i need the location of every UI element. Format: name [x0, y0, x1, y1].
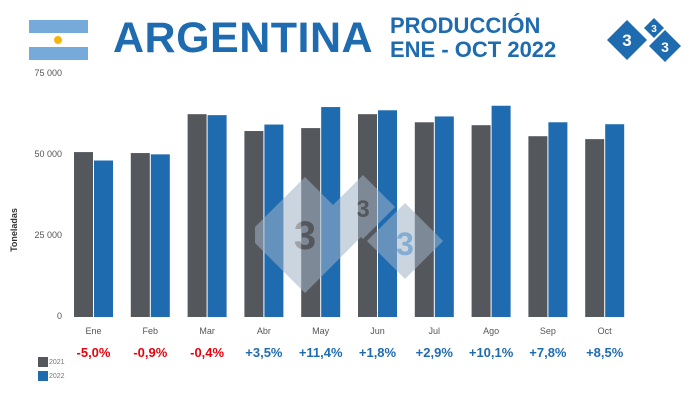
- bar-2022-mar: [207, 115, 227, 317]
- page-title: ARGENTINA: [113, 14, 374, 62]
- 333-logo-icon: 3 3 3: [607, 18, 681, 62]
- x-tick-label: Jun: [370, 326, 385, 336]
- legend-label: 2022: [49, 372, 65, 380]
- legend-item-2022: 2022: [38, 369, 65, 383]
- svg-text:3: 3: [651, 24, 657, 35]
- svg-text:3: 3: [294, 214, 316, 258]
- x-tick-label: Mar: [199, 326, 215, 336]
- watermark-logo-icon: 3 3 3: [255, 175, 443, 293]
- bar-2022-feb: [150, 154, 170, 317]
- bar-2022-sep: [548, 122, 568, 317]
- bar-2021-jul: [414, 122, 434, 317]
- change-percent: -0,9%: [133, 345, 168, 360]
- argentina-flag-icon: [29, 20, 88, 60]
- y-tick-label: 50 000: [34, 149, 62, 159]
- subtitle-line-2: ENE - OCT 2022: [390, 37, 557, 62]
- svg-text:3: 3: [622, 31, 631, 50]
- change-percent: +8,5%: [586, 345, 624, 360]
- change-percent: +2,9%: [415, 345, 453, 360]
- legend: 2021 2022: [38, 355, 65, 383]
- legend-item-2021: 2021: [38, 355, 65, 369]
- x-tick-label: May: [312, 326, 330, 336]
- x-tick-label: Ago: [483, 326, 500, 336]
- bar-2021-ene: [74, 152, 93, 317]
- subtitle-line-1: PRODUCCIÓN: [390, 13, 541, 38]
- x-tick-label: Jul: [428, 326, 441, 336]
- change-percent: +11,4%: [298, 345, 343, 360]
- bar-2021-ago: [471, 125, 491, 317]
- bar-2021-abr: [244, 131, 264, 317]
- legend-swatch-2022: [38, 371, 48, 381]
- legend-swatch-2021: [38, 357, 48, 367]
- legend-label: 2021: [49, 358, 65, 366]
- bar-2021-sep: [528, 136, 548, 317]
- bar-2022-oct: [605, 124, 625, 317]
- y-tick-label: 0: [56, 311, 62, 321]
- bar-2021-oct: [585, 139, 605, 317]
- change-percent: -5,0%: [76, 345, 111, 360]
- svg-text:3: 3: [396, 226, 414, 262]
- x-tick-label: Oct: [597, 326, 612, 336]
- bar-2022-ene: [94, 160, 113, 317]
- svg-text:3: 3: [356, 196, 369, 223]
- change-percent: +10,1%: [468, 345, 514, 360]
- bar-2021-mar: [187, 114, 207, 318]
- page-subtitle: PRODUCCIÓN ENE - OCT 2022: [390, 14, 556, 62]
- change-percent: +1,8%: [358, 345, 397, 360]
- bar-2021-feb: [130, 153, 150, 317]
- change-percent: +3,5%: [245, 345, 283, 360]
- bar-2022-ago: [491, 105, 511, 317]
- x-tick-label: Abr: [256, 326, 271, 336]
- svg-text:3: 3: [661, 39, 669, 55]
- y-tick-label: 25 000: [34, 230, 62, 240]
- bar-2022-jul: [434, 116, 454, 317]
- y-tick-label: 75 000: [34, 68, 62, 78]
- change-percent: +7,8%: [529, 345, 567, 360]
- x-tick-label: Sep: [539, 326, 556, 336]
- x-tick-label: Ene: [85, 326, 102, 336]
- change-percent: -0,4%: [190, 345, 225, 360]
- x-tick-label: Feb: [142, 326, 159, 336]
